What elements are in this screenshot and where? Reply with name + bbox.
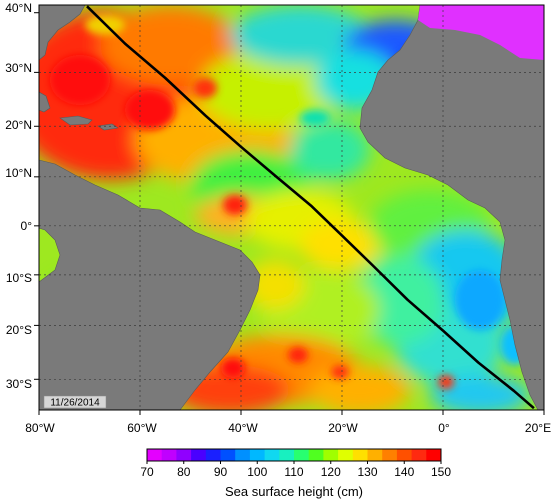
colorbar-label-80: 80 — [177, 465, 191, 479]
colorbar-cell — [147, 449, 163, 461]
colorbar-cell — [264, 449, 280, 461]
colorbar-label-100: 100 — [247, 465, 267, 479]
central-america-land — [39, 159, 261, 410]
colorbar-cell — [161, 449, 177, 461]
colorbar-label-120: 120 — [321, 465, 341, 479]
colorbar-label-70: 70 — [140, 465, 154, 479]
colorbar-cell — [308, 449, 324, 461]
caribbean-islands — [59, 115, 119, 131]
lat-label-20n: 20°N — [5, 118, 32, 132]
colorbar-cell — [235, 449, 251, 461]
colorbar-cell — [176, 449, 192, 461]
colorbar-cells — [146, 449, 442, 464]
colorbar-frame — [146, 448, 442, 462]
lat-label-30n: 30°N — [5, 61, 32, 75]
colorbar-label-140: 140 — [394, 465, 414, 479]
date-label: 11/26/2014 — [50, 398, 100, 409]
africa-land — [359, 5, 544, 410]
colorbar-cell — [396, 449, 412, 461]
colorbar-cell — [382, 449, 398, 461]
colorbar-cell — [294, 449, 310, 461]
colorbar: 70 80 90 100 110 120 130 140 150 Sea sur… — [140, 448, 451, 499]
colorbar-tick-labels: 70 80 90 100 110 120 130 140 150 — [140, 465, 451, 479]
colorbar-cell — [367, 449, 383, 461]
lat-label-10s: 10°S — [6, 271, 32, 285]
colorbar-label-130: 130 — [357, 465, 377, 479]
colorbar-cell — [205, 449, 221, 461]
colorbar-cell — [352, 449, 368, 461]
ship-track-line — [86, 5, 535, 410]
date-stamp: 11/26/2014 — [43, 395, 107, 409]
north-america-land — [39, 5, 86, 61]
colorbar-cell — [249, 449, 265, 461]
florida-land — [39, 91, 51, 113]
lat-label-40n: 40°N — [5, 1, 32, 15]
lon-label-80w: 80°W — [25, 421, 55, 435]
land-masses — [39, 5, 544, 410]
colorbar-label-150: 150 — [431, 465, 451, 479]
lon-label-40w: 40°W — [228, 421, 258, 435]
lon-label-20e: 20°E — [525, 421, 551, 435]
longitude-labels: 80°W 60°W 40°W 20°W 0° 20°E — [25, 421, 551, 435]
colorbar-cell — [279, 449, 295, 461]
graticule — [39, 5, 544, 410]
map-frame — [38, 4, 545, 411]
lat-label-30s: 30°S — [6, 377, 32, 391]
colorbar-cell — [426, 449, 442, 461]
colorbar-label-90: 90 — [214, 465, 228, 479]
colorbar-cell — [338, 449, 354, 461]
colorbar-cell — [323, 449, 339, 461]
lat-label-0: 0° — [21, 219, 33, 233]
colorbar-cell — [191, 449, 207, 461]
mediterranean-low-ssh — [418, 5, 544, 60]
colorbar-label-110: 110 — [284, 465, 303, 479]
colorbar-cell — [411, 449, 427, 461]
lon-label-60w: 60°W — [127, 421, 157, 435]
lat-label-20s: 20°S — [6, 323, 32, 337]
axis-ticks — [34, 12, 545, 415]
colorbar-title: Sea surface height (cm) — [225, 484, 363, 499]
lon-label-20w: 20°W — [328, 421, 358, 435]
lat-label-10n: 10°N — [5, 166, 32, 180]
latitude-labels: 40°N 30°N 20°N 10°N 0° 10°S 20°S 30°S — [5, 1, 32, 391]
colorbar-cell — [220, 449, 236, 461]
lon-label-0: 0° — [438, 421, 450, 435]
